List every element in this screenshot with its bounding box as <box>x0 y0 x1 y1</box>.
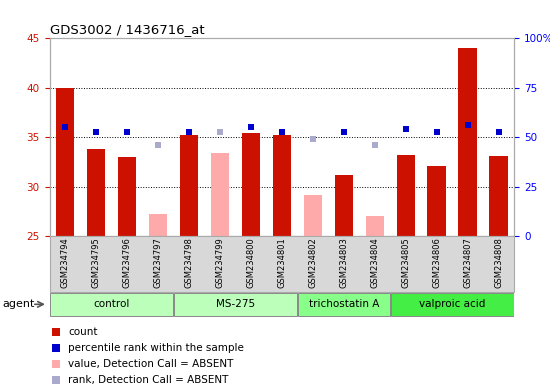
FancyBboxPatch shape <box>50 293 173 316</box>
Text: GDS3002 / 1436716_at: GDS3002 / 1436716_at <box>50 23 204 36</box>
Text: GSM234798: GSM234798 <box>184 237 194 288</box>
Bar <box>334 175 353 236</box>
Text: GSM234799: GSM234799 <box>216 237 224 288</box>
Text: GSM234801: GSM234801 <box>277 237 287 288</box>
Bar <box>490 156 508 236</box>
FancyBboxPatch shape <box>298 293 390 316</box>
Bar <box>211 153 229 236</box>
Text: trichostatin A: trichostatin A <box>309 299 379 310</box>
Bar <box>366 216 384 236</box>
Text: GSM234807: GSM234807 <box>463 237 472 288</box>
Text: GSM234803: GSM234803 <box>339 237 348 288</box>
Text: rank, Detection Call = ABSENT: rank, Detection Call = ABSENT <box>68 374 228 384</box>
Text: GSM234795: GSM234795 <box>91 237 101 288</box>
Bar <box>87 149 105 236</box>
Bar <box>273 135 291 236</box>
Text: agent: agent <box>3 299 35 310</box>
Text: GSM234797: GSM234797 <box>153 237 162 288</box>
Bar <box>241 133 260 236</box>
Bar <box>304 195 322 236</box>
Bar <box>459 48 477 236</box>
Text: GSM234804: GSM234804 <box>370 237 380 288</box>
Text: GSM234800: GSM234800 <box>246 237 255 288</box>
Text: GSM234808: GSM234808 <box>494 237 503 288</box>
Bar <box>118 157 136 236</box>
Text: GSM234805: GSM234805 <box>402 237 410 288</box>
Text: MS-275: MS-275 <box>216 299 255 310</box>
Text: GSM234796: GSM234796 <box>123 237 131 288</box>
Text: percentile rank within the sample: percentile rank within the sample <box>68 343 244 353</box>
Bar <box>397 155 415 236</box>
FancyBboxPatch shape <box>174 293 297 316</box>
Bar <box>56 88 74 236</box>
Text: count: count <box>68 327 97 337</box>
Bar <box>180 135 198 236</box>
Text: GSM234802: GSM234802 <box>309 237 317 288</box>
Text: GSM234806: GSM234806 <box>432 237 441 288</box>
Text: value, Detection Call = ABSENT: value, Detection Call = ABSENT <box>68 359 233 369</box>
Text: valproic acid: valproic acid <box>419 299 486 310</box>
Bar <box>148 214 167 236</box>
FancyBboxPatch shape <box>391 293 514 316</box>
Bar <box>427 166 446 236</box>
Text: GSM234794: GSM234794 <box>60 237 69 288</box>
Text: control: control <box>94 299 130 310</box>
